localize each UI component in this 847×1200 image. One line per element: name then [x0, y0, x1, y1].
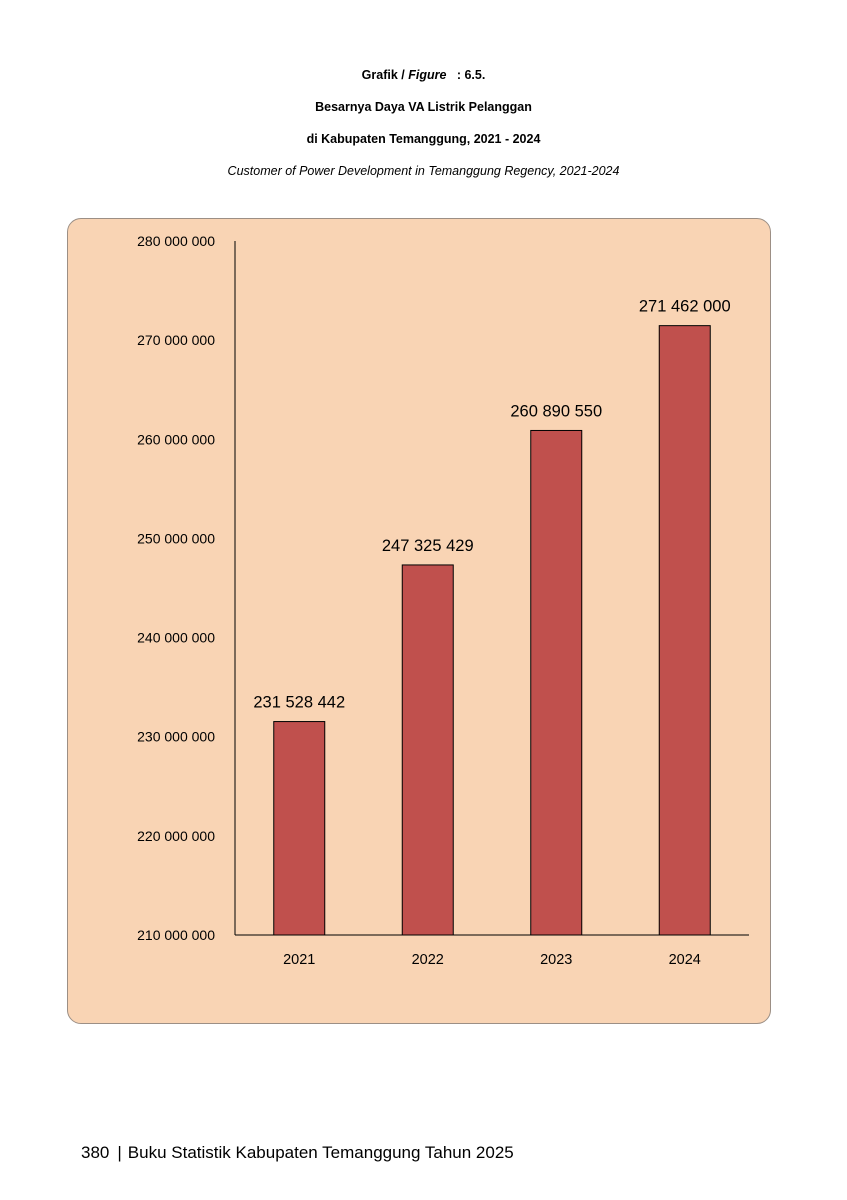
y-tick-label: 260 000 000	[137, 431, 215, 447]
chart-title-line-2: di Kabupaten Temanggung, 2021 - 2024	[306, 132, 541, 146]
y-tick-label: 280 000 000	[137, 233, 215, 249]
figure-number: Grafik / Figure : 6.5.	[0, 67, 847, 83]
bar-value-label: 231 528 442	[253, 694, 345, 712]
bar-2022	[401, 564, 454, 936]
bar-chart: 210 000 000 220 000 000 230 000 000 240 000…	[137, 233, 749, 968]
chart-title-line-1: Besarnya Daya VA Listrik Pelanggan	[315, 100, 532, 114]
y-tick-label: 270 000 000	[137, 332, 215, 348]
y-tick-label: 240 000 000	[137, 630, 215, 646]
y-axis-tick-labels: 210 000 000 220 000 000 230 000 000 240 000…	[137, 233, 215, 943]
y-tick-label: 220 000 000	[137, 828, 215, 844]
bar-value-label: 260 890 550	[510, 402, 602, 420]
x-tick-label: 2022	[412, 952, 444, 968]
chart-panel: 210 000 000 220 000 000 230 000 000 240 000…	[67, 218, 771, 1024]
x-tick-label: 2024	[669, 952, 701, 968]
figure-prefix: Grafik /	[361, 68, 409, 82]
bar-2024	[658, 325, 711, 936]
y-tick-label: 250 000 000	[137, 530, 215, 546]
bar-value-label: 247 325 429	[382, 537, 474, 555]
chart-subtitle-english: Customer of Power Development in Temangg…	[227, 164, 620, 178]
footer-separator: |	[117, 1143, 122, 1162]
bar-value-labels: 231 528 442 247 325 429 260 890 550 271 462…	[253, 298, 730, 712]
bars	[273, 325, 711, 936]
x-tick-label: 2023	[540, 952, 572, 968]
x-axis-tick-labels: 2021 2022 2023 2024	[283, 952, 701, 968]
page-footer: 380 | Buku Statistik Kabupaten Temanggung …	[81, 1142, 514, 1164]
bar-2021	[273, 721, 326, 936]
page-number: 380	[81, 1143, 110, 1162]
bar-2023	[530, 429, 583, 936]
y-tick-label: 210 000 000	[137, 927, 215, 943]
figure-word: Figure	[408, 68, 447, 82]
x-tick-label: 2021	[283, 952, 315, 968]
book-title: Buku Statistik Kabupaten Temanggung Tahu…	[127, 1143, 514, 1162]
y-tick-label: 230 000 000	[137, 729, 215, 745]
figure-number-value: : 6.5.	[446, 68, 486, 82]
bar-value-label: 271 462 000	[639, 298, 731, 316]
